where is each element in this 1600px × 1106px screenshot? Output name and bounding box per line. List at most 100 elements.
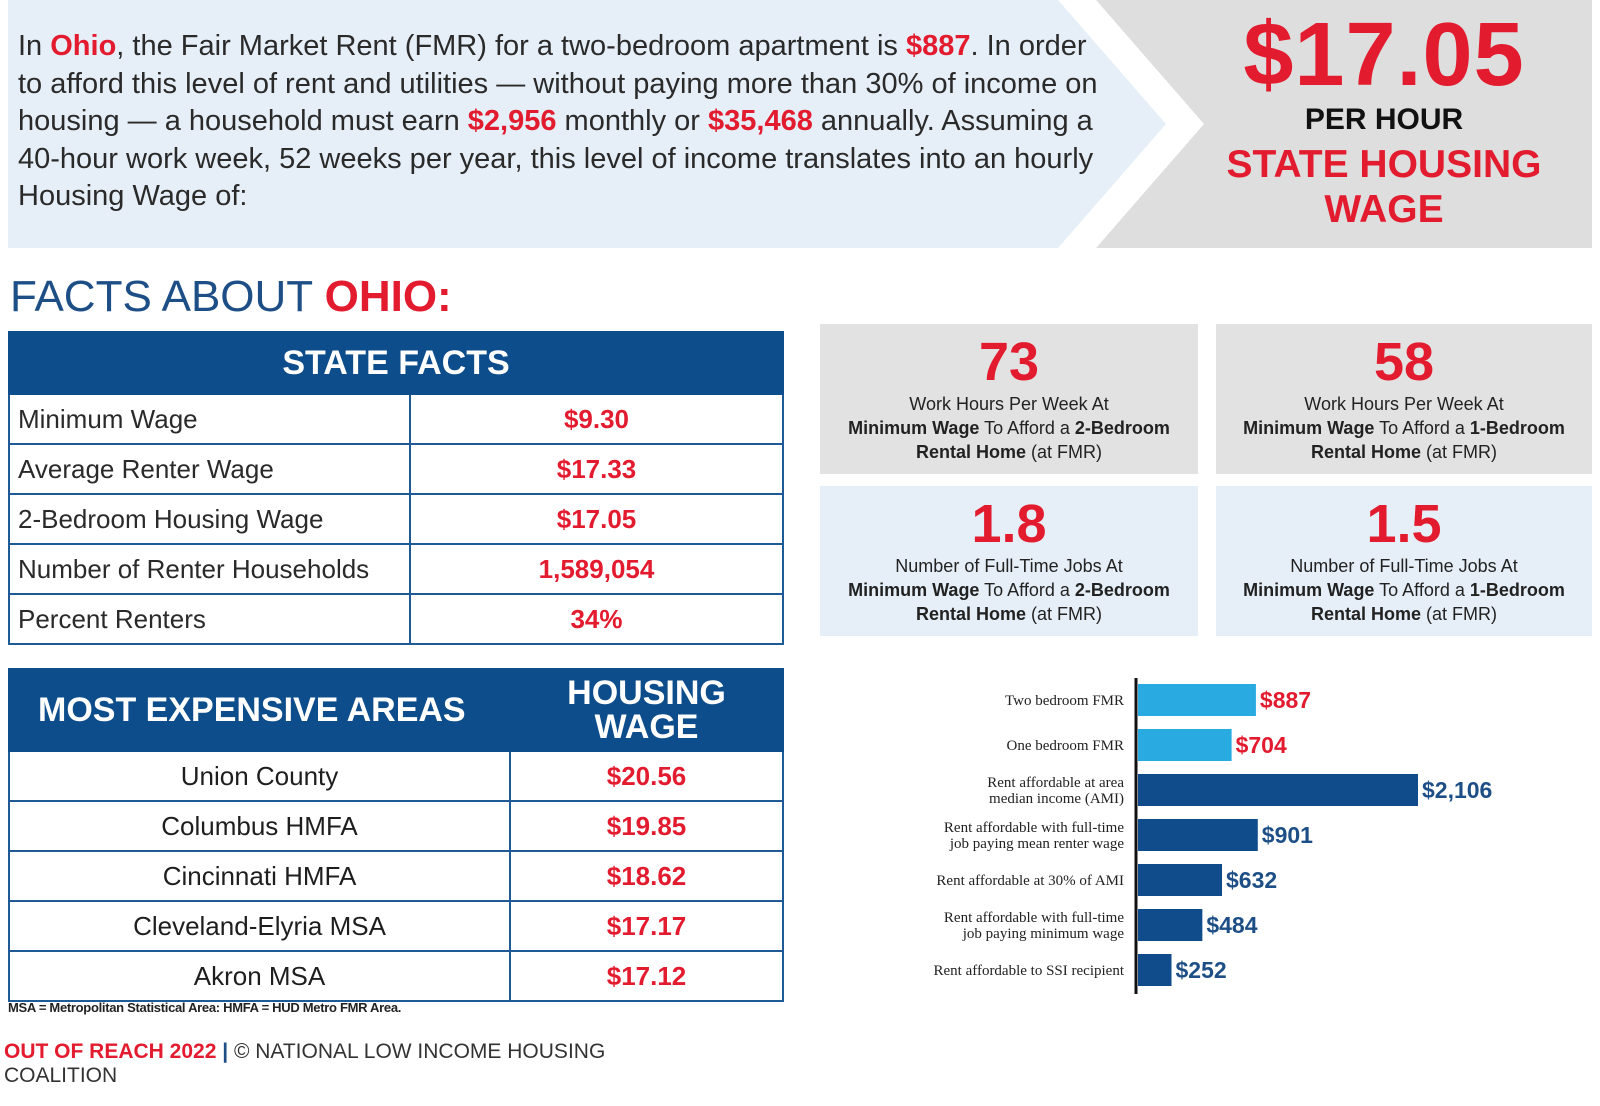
category-label: Rent affordable to SSI recipient	[933, 963, 1124, 979]
fact-value: $17.05	[409, 493, 784, 545]
fact-value: $17.33	[409, 443, 784, 495]
housing-wage-amount: $17.05	[1243, 5, 1525, 105]
intro-monthly: $2,956	[467, 105, 557, 137]
table-row: Cincinnati HMFA $18.62	[8, 850, 784, 902]
bar-value-label: $252	[1176, 957, 1227, 983]
intro-fmr: $887	[905, 30, 971, 62]
fact-tile: 58 Work Hours Per Week At Minimum Wage To…	[1216, 324, 1592, 474]
area-wage: $20.56	[509, 750, 784, 802]
bar	[1138, 774, 1418, 806]
bar	[1138, 954, 1172, 986]
fact-tile: 1.8 Number of Full-Time Jobs At Minimum W…	[820, 486, 1198, 636]
table-row: Akron MSA $17.12	[8, 950, 784, 1002]
tile-description: Number of Full-Time Jobs At Minimum Wage …	[820, 554, 1198, 626]
bar-value-label: $632	[1226, 867, 1277, 893]
category-label: job paying minimum wage	[962, 926, 1125, 942]
table-row: Columbus HMFA $19.85	[8, 800, 784, 852]
tile-line: (at FMR)	[1421, 604, 1498, 624]
area-name: Cincinnati HMFA	[8, 850, 511, 902]
tile-bold: Minimum Wage	[1243, 418, 1375, 438]
housing-wage-unit: PER HOUR	[1304, 103, 1464, 136]
fact-tile: 1.5 Number of Full-Time Jobs At Minimum W…	[1216, 486, 1592, 636]
area-name: Union County	[8, 750, 511, 802]
tile-line: Number of Full-Time Jobs At	[895, 556, 1123, 576]
intro-text: In Ohio, the Fair Market Rent (FMR) for …	[18, 28, 1098, 216]
housing-wage-label: STATE HOUSING WAGE	[1226, 143, 1542, 231]
fact-label: Number of Renter Households	[8, 543, 411, 595]
bar-value-label: $887	[1260, 687, 1311, 713]
tile-bold: Minimum Wage	[848, 580, 980, 600]
fact-label: 2-Bedroom Housing Wage	[8, 493, 411, 545]
fact-label: Average Renter Wage	[8, 443, 411, 495]
state-facts-title: STATE FACTS	[8, 331, 784, 395]
area-wage: $17.12	[509, 950, 784, 1002]
tile-description: Work Hours Per Week At Minimum Wage To Af…	[1216, 392, 1592, 464]
tile-bold: 1-Bedroom Rental Home	[1310, 580, 1565, 624]
facts-heading-prefix: FACTS ABOUT	[10, 272, 325, 321]
tile-line: To Afford a	[1374, 580, 1470, 600]
tile-value: 1.5	[1366, 494, 1442, 554]
table-row: 2-Bedroom Housing Wage $17.05	[8, 493, 784, 545]
rent-bar-chart: $887 Two bedroom FMR $704 One bedroom FMR $2…	[933, 678, 1492, 994]
facts-heading-state: OHIO:	[324, 272, 452, 321]
bar	[1138, 684, 1256, 716]
tile-bold: 1-Bedroom Rental Home	[1310, 418, 1565, 462]
bar-value-label: $704	[1236, 732, 1287, 758]
intro-state: Ohio	[50, 30, 117, 62]
wage-panel-shape	[1096, 0, 1592, 248]
state-facts-table: STATE FACTS Minimum Wage $9.30 Average Re…	[8, 331, 784, 645]
housing-wage-panel: $17.05 PER HOUR STATE HOUSING WAGE	[1096, 0, 1592, 248]
tile-description: Number of Full-Time Jobs At Minimum Wage …	[1216, 554, 1592, 626]
facts-heading: FACTS ABOUT OHIO:	[10, 272, 452, 322]
bar-value-label: $901	[1262, 822, 1313, 848]
tile-description: Work Hours Per Week At Minimum Wage To Af…	[820, 392, 1198, 464]
fact-tile: 73 Work Hours Per Week At Minimum Wage To…	[820, 324, 1198, 474]
category-label: Rent affordable with full-time	[944, 910, 1124, 926]
tile-value: 1.8	[971, 494, 1047, 554]
bar	[1138, 819, 1258, 851]
tile-value: 58	[1373, 332, 1435, 392]
table-row: Average Renter Wage $17.33	[8, 443, 784, 495]
area-wage: $17.17	[509, 900, 784, 952]
table-row: Cleveland-Elyria MSA $17.17	[8, 900, 784, 952]
tile-bold: Minimum Wage	[1243, 580, 1375, 600]
intro-part: In	[18, 30, 51, 62]
intro-part: annually. Assuming a 40-hour work week, …	[18, 105, 1094, 212]
intro-annual: $35,468	[708, 105, 813, 137]
tile-line: (at FMR)	[1026, 604, 1103, 624]
footnote: MSA = Metropolitan Statistical Area: HMF…	[8, 1000, 402, 1015]
organization-name: © NATIONAL LOW INCOME HOUSING COALITION	[4, 1040, 606, 1087]
area-name: Akron MSA	[8, 950, 511, 1002]
table-row: Percent Renters 34%	[8, 593, 784, 645]
table-row: Union County $20.56	[8, 750, 784, 802]
fact-value: 34%	[409, 593, 784, 645]
tile-bold: Minimum Wage	[848, 418, 980, 438]
category-label: Two bedroom FMR	[1005, 693, 1124, 709]
housing-wage-header: HOUSING WAGE	[509, 668, 784, 752]
bar	[1138, 729, 1232, 761]
table-row: Number of Renter Households 1,589,054	[8, 543, 784, 595]
tile-line: To Afford a	[1374, 418, 1470, 438]
intro-arrow-shape	[8, 0, 1166, 248]
tile-line: (at FMR)	[1421, 442, 1498, 462]
intro-part: monthly or	[556, 105, 708, 137]
area-wage: $18.62	[509, 850, 784, 902]
tile-line: Number of Full-Time Jobs At	[1290, 556, 1518, 576]
table-row: Minimum Wage $9.30	[8, 393, 784, 445]
area-name: Cleveland-Elyria MSA	[8, 900, 511, 952]
tile-line: (at FMR)	[1026, 442, 1103, 462]
fact-label: Percent Renters	[8, 593, 411, 645]
intro-part: . In order to afford this level of rent …	[18, 30, 1098, 137]
credit-separator: |	[216, 1040, 234, 1063]
tile-bold: 2-Bedroom Rental Home	[915, 418, 1170, 462]
bar-value-label: $2,106	[1422, 777, 1492, 803]
area-name: Columbus HMFA	[8, 800, 511, 852]
tile-value: 73	[978, 332, 1040, 392]
bar	[1138, 909, 1203, 941]
bar	[1138, 864, 1223, 896]
publication-name: OUT OF REACH 2022	[4, 1040, 217, 1063]
tile-line: To Afford a	[979, 580, 1075, 600]
fact-label: Minimum Wage	[8, 393, 411, 445]
expensive-areas-table: MOST EXPENSIVE AREAS HOUSING WAGE Union C…	[8, 668, 784, 1002]
fact-value: 1,589,054	[409, 543, 784, 595]
